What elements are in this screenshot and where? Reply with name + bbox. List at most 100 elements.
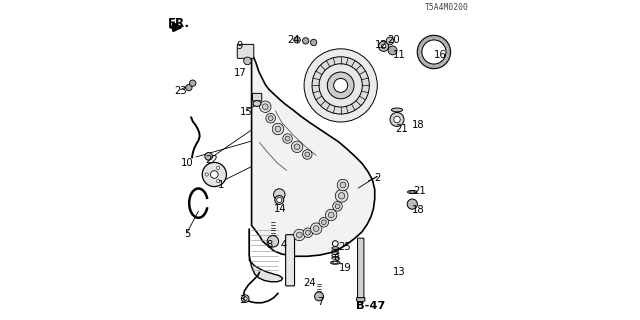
Text: 20: 20 [387, 35, 400, 45]
Circle shape [388, 46, 397, 55]
Circle shape [390, 112, 404, 126]
Circle shape [266, 113, 275, 123]
Circle shape [321, 220, 326, 225]
Circle shape [305, 230, 310, 235]
Circle shape [333, 78, 348, 92]
Circle shape [244, 57, 252, 65]
Circle shape [272, 123, 284, 135]
Text: 16: 16 [434, 50, 447, 60]
Text: 22: 22 [205, 155, 218, 164]
Circle shape [275, 196, 284, 204]
Text: 24: 24 [287, 35, 300, 45]
Circle shape [275, 126, 281, 132]
Circle shape [205, 173, 208, 176]
Text: T5A4M0200: T5A4M0200 [425, 3, 469, 12]
Text: 18: 18 [412, 204, 425, 214]
Text: 25: 25 [339, 242, 351, 252]
Circle shape [315, 292, 323, 301]
Circle shape [381, 44, 386, 49]
Circle shape [310, 223, 322, 234]
Text: 2: 2 [374, 173, 380, 183]
Circle shape [276, 197, 282, 203]
Circle shape [303, 228, 313, 237]
FancyBboxPatch shape [358, 238, 364, 298]
Polygon shape [252, 52, 375, 256]
Polygon shape [356, 298, 365, 303]
Text: 5: 5 [184, 229, 190, 239]
Text: 21: 21 [396, 124, 408, 134]
Circle shape [417, 36, 451, 68]
Circle shape [303, 38, 309, 44]
Ellipse shape [330, 261, 340, 264]
Circle shape [340, 182, 346, 188]
Ellipse shape [253, 101, 261, 107]
Text: 12: 12 [375, 40, 387, 50]
Text: 9: 9 [237, 41, 243, 51]
Circle shape [335, 204, 340, 209]
Text: 4: 4 [280, 240, 287, 250]
Text: 10: 10 [180, 158, 193, 168]
Ellipse shape [408, 190, 417, 194]
Circle shape [333, 202, 342, 211]
Circle shape [189, 80, 196, 86]
Circle shape [314, 226, 319, 231]
Text: 8: 8 [266, 240, 272, 250]
Circle shape [305, 152, 310, 157]
Circle shape [294, 37, 300, 43]
Circle shape [310, 39, 317, 46]
Circle shape [186, 84, 192, 91]
Circle shape [285, 136, 290, 141]
Circle shape [332, 241, 338, 246]
Circle shape [241, 295, 249, 302]
Circle shape [319, 218, 328, 227]
Circle shape [325, 209, 337, 221]
Circle shape [283, 134, 292, 143]
Circle shape [312, 57, 369, 114]
Circle shape [294, 229, 305, 241]
Text: 3: 3 [239, 295, 245, 305]
Circle shape [205, 153, 212, 160]
Circle shape [216, 180, 220, 183]
Circle shape [378, 41, 388, 51]
Text: 19: 19 [339, 263, 351, 273]
Text: 13: 13 [392, 267, 405, 277]
Circle shape [291, 141, 303, 153]
Circle shape [319, 64, 362, 107]
Text: 24: 24 [303, 278, 316, 288]
Circle shape [294, 144, 300, 150]
FancyBboxPatch shape [285, 235, 294, 286]
Circle shape [304, 49, 378, 122]
Circle shape [303, 150, 312, 159]
Circle shape [243, 297, 247, 300]
FancyBboxPatch shape [237, 44, 254, 58]
Circle shape [422, 40, 446, 64]
Ellipse shape [333, 262, 338, 264]
Text: 14: 14 [274, 204, 287, 213]
Text: B-47: B-47 [356, 301, 385, 311]
Text: FR.: FR. [168, 17, 189, 30]
Text: 21: 21 [413, 186, 426, 196]
Ellipse shape [392, 108, 403, 112]
Text: 18: 18 [412, 120, 425, 130]
Circle shape [268, 116, 273, 121]
Circle shape [296, 232, 302, 238]
Text: 23: 23 [174, 86, 187, 96]
Circle shape [394, 116, 400, 123]
Circle shape [335, 189, 348, 202]
Ellipse shape [410, 191, 415, 193]
Circle shape [328, 212, 334, 218]
Circle shape [337, 179, 349, 191]
Circle shape [407, 199, 417, 209]
Text: 6: 6 [333, 253, 340, 263]
Text: 11: 11 [392, 50, 405, 60]
Circle shape [262, 104, 268, 109]
Circle shape [327, 72, 354, 99]
Circle shape [202, 163, 227, 187]
Text: 1: 1 [218, 180, 224, 190]
Circle shape [211, 171, 218, 178]
Polygon shape [250, 228, 282, 282]
Text: 17: 17 [234, 68, 246, 78]
FancyBboxPatch shape [253, 93, 262, 101]
Circle shape [273, 189, 285, 200]
Text: 7: 7 [317, 297, 323, 307]
